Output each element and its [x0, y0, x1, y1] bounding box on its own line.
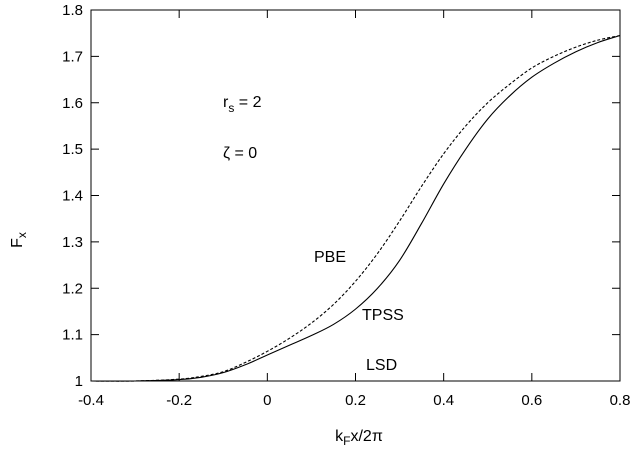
x-tick-label: -0.4: [78, 392, 104, 409]
x-axis-ticks: -0.4 -0.2 0 0.2 0.4 0.6 0.8: [78, 10, 630, 409]
label-lsd: LSD: [366, 357, 397, 374]
label-tpss: TPSS: [362, 307, 404, 324]
annotation-rs: rs = 2: [223, 94, 262, 115]
label-pbe: PBE: [314, 249, 346, 266]
plot-frame: [90, 9, 621, 382]
x-tick-label: 0.6: [521, 392, 542, 409]
x-tick-label: 0.4: [433, 392, 454, 409]
y-tick-label: 1.6: [62, 95, 83, 112]
y-axis-title: Fx: [9, 232, 29, 248]
y-axis-ticks: 1 1.1 1.2 1.3 1.4 1.5 1.6 1.7 1.8: [62, 2, 620, 390]
x-axis-title-base: k: [335, 428, 344, 445]
y-axis-title-sub: x: [15, 232, 29, 238]
annotation-rs-rest: = 2: [234, 94, 261, 111]
x-axis-title-rest: x/2π: [350, 428, 382, 445]
series-line-tpss: [90, 34, 621, 382]
plot-border: [90, 9, 621, 382]
x-tick-label: -0.2: [166, 392, 192, 409]
x-tick-label: 0: [263, 392, 271, 409]
y-tick-label: 1.5: [62, 141, 83, 158]
x-axis-title: kFx/2π: [335, 428, 383, 448]
y-axis-title-base: F: [9, 238, 26, 248]
y-tick-label: 1: [75, 373, 83, 390]
y-tick-label: 1.8: [62, 2, 83, 19]
annotation-rs-base: r: [223, 94, 229, 111]
x-tick-label: 0.8: [610, 392, 631, 409]
annotation-zeta: ζ = 0: [223, 145, 257, 162]
y-tick-label: 1.4: [62, 188, 83, 205]
y-tick-label: 1.3: [62, 234, 83, 251]
series-line-pbe: [90, 34, 621, 382]
annotation-rs-sub: s: [228, 101, 234, 115]
series-layer: [90, 34, 621, 382]
y-tick-label: 1.1: [62, 327, 83, 344]
x-tick-label: 0.2: [345, 392, 366, 409]
x-axis-title-sub: F: [343, 434, 350, 448]
y-tick-label: 1.7: [62, 48, 83, 65]
y-tick-label: 1.2: [62, 280, 83, 297]
